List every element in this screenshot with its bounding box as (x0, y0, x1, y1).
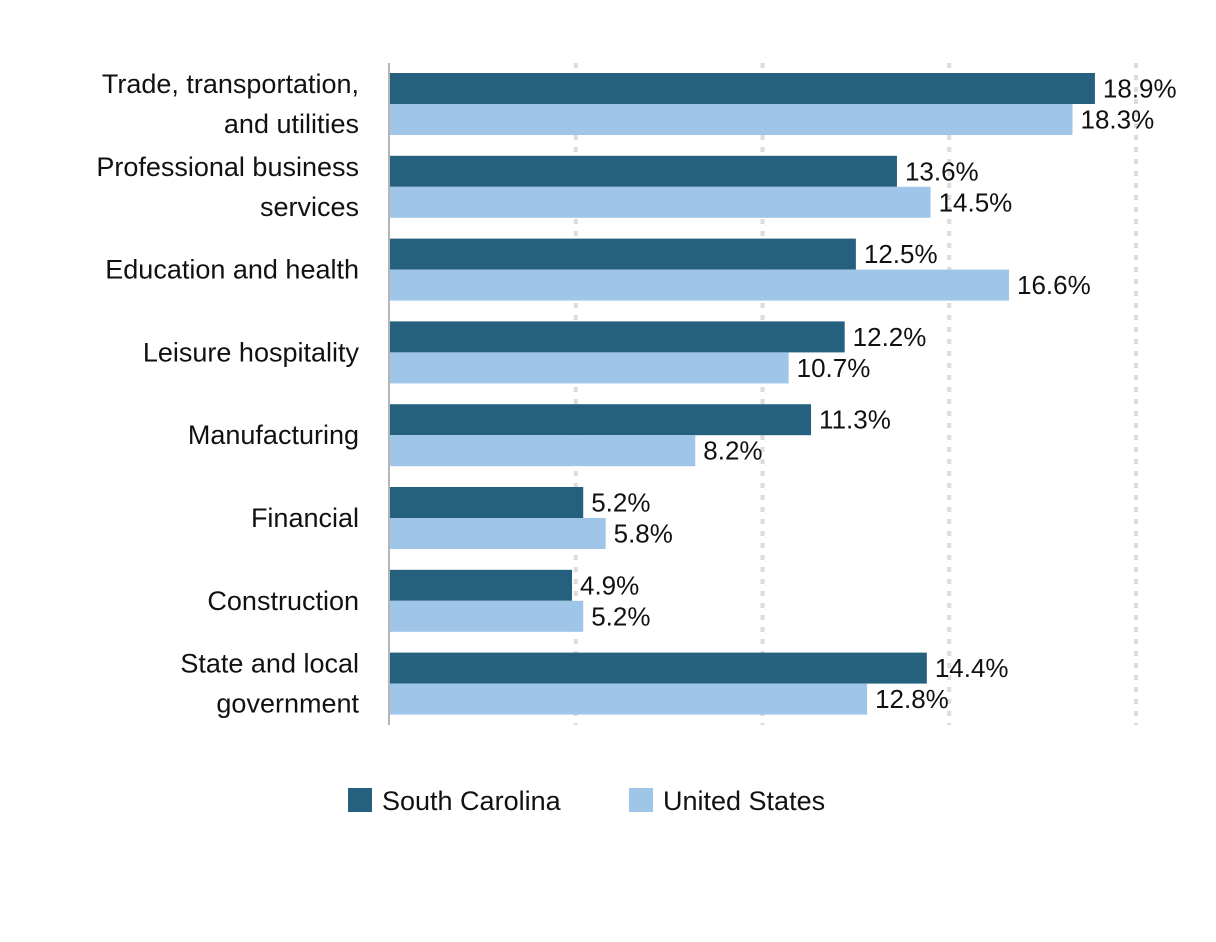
legend-swatch (348, 788, 372, 812)
data-label: 5.2% (591, 488, 650, 518)
category-label: Manufacturing (188, 420, 359, 450)
bar-united-states (389, 186, 931, 218)
legend: South Carolina United States (348, 786, 825, 816)
data-label: 13.6% (905, 156, 979, 186)
bar-united-states (389, 104, 1073, 135)
data-label: 4.9% (580, 570, 639, 600)
legend-label: South Carolina (382, 786, 562, 816)
data-label: 11.3% (819, 405, 891, 435)
data-label: 5.2% (591, 601, 650, 631)
bar-united-states (389, 269, 1010, 301)
category-label: State and local (180, 649, 359, 679)
bar-south-carolina (389, 155, 897, 187)
bar-united-states (389, 518, 606, 549)
data-label: 12.8% (875, 684, 949, 714)
category-label: Trade, transportation, (102, 69, 359, 99)
bar-south-carolina (389, 652, 927, 684)
legend-swatch (629, 788, 653, 812)
category-label: Leisure hospitality (143, 337, 360, 367)
bar-united-states (389, 600, 584, 632)
category-label: services (260, 192, 359, 222)
data-label: 18.9% (1103, 74, 1177, 104)
category-label: Education and health (105, 255, 359, 285)
bar-united-states (389, 683, 868, 715)
data-label: 14.4% (935, 653, 1009, 683)
category-label: Financial (251, 503, 359, 533)
bar-south-carolina (389, 238, 856, 270)
data-label: 10.7% (797, 353, 871, 383)
data-label: 16.6% (1017, 270, 1091, 300)
bar-south-carolina (389, 73, 1095, 104)
bar-united-states (389, 435, 696, 467)
data-label: 14.5% (939, 187, 1013, 217)
category-label: and utilities (224, 109, 359, 139)
category-labels: Trade, transportation, and utilities Profe… (96, 69, 359, 719)
data-label: 5.8% (614, 519, 673, 549)
bar-united-states (389, 352, 789, 384)
category-label: Professional business (96, 152, 359, 182)
bar-south-carolina (389, 404, 812, 436)
value-labels: 18.9%18.3% 13.6%14.5%12.5% 16.6% 12.2%10.7%… (580, 74, 1177, 715)
data-label: 12.5% (864, 239, 938, 269)
legend-label: United States (663, 786, 825, 816)
data-label: 8.2% (703, 436, 762, 466)
data-label: 12.2% (853, 322, 927, 352)
bar-south-carolina (389, 569, 573, 601)
bars (389, 73, 1095, 715)
category-label: Construction (207, 586, 359, 616)
data-label: 18.3% (1081, 105, 1155, 135)
bar-south-carolina (389, 321, 845, 353)
category-label: government (216, 689, 359, 719)
bar-south-carolina (389, 487, 584, 518)
